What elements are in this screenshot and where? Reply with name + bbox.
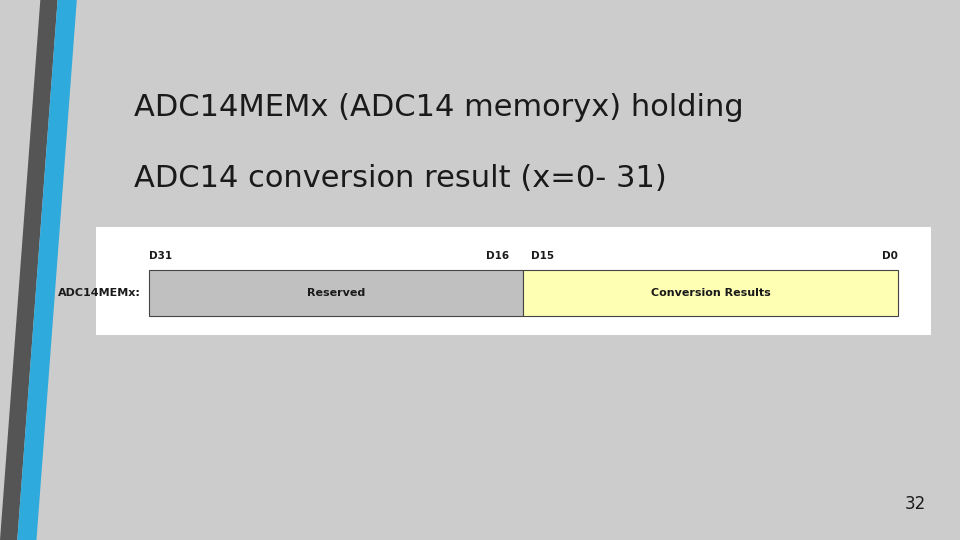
Bar bbox=[523, 270, 898, 316]
Bar bbox=[96, 227, 931, 335]
Polygon shape bbox=[17, 0, 77, 540]
Text: ADC14 conversion result (x=0- 31): ADC14 conversion result (x=0- 31) bbox=[134, 164, 667, 193]
Text: ADC14MEMx:: ADC14MEMx: bbox=[59, 288, 141, 298]
Text: 32: 32 bbox=[905, 495, 926, 513]
Text: D16: D16 bbox=[486, 251, 509, 261]
Polygon shape bbox=[0, 0, 58, 540]
Text: D0: D0 bbox=[881, 251, 898, 261]
Bar bbox=[149, 270, 523, 316]
Text: ADC14MEMx (ADC14 memoryx) holding: ADC14MEMx (ADC14 memoryx) holding bbox=[134, 93, 744, 123]
Text: D31: D31 bbox=[149, 251, 172, 261]
Text: Reserved: Reserved bbox=[307, 288, 365, 298]
Text: D15: D15 bbox=[531, 251, 554, 261]
Text: Conversion Results: Conversion Results bbox=[651, 288, 770, 298]
